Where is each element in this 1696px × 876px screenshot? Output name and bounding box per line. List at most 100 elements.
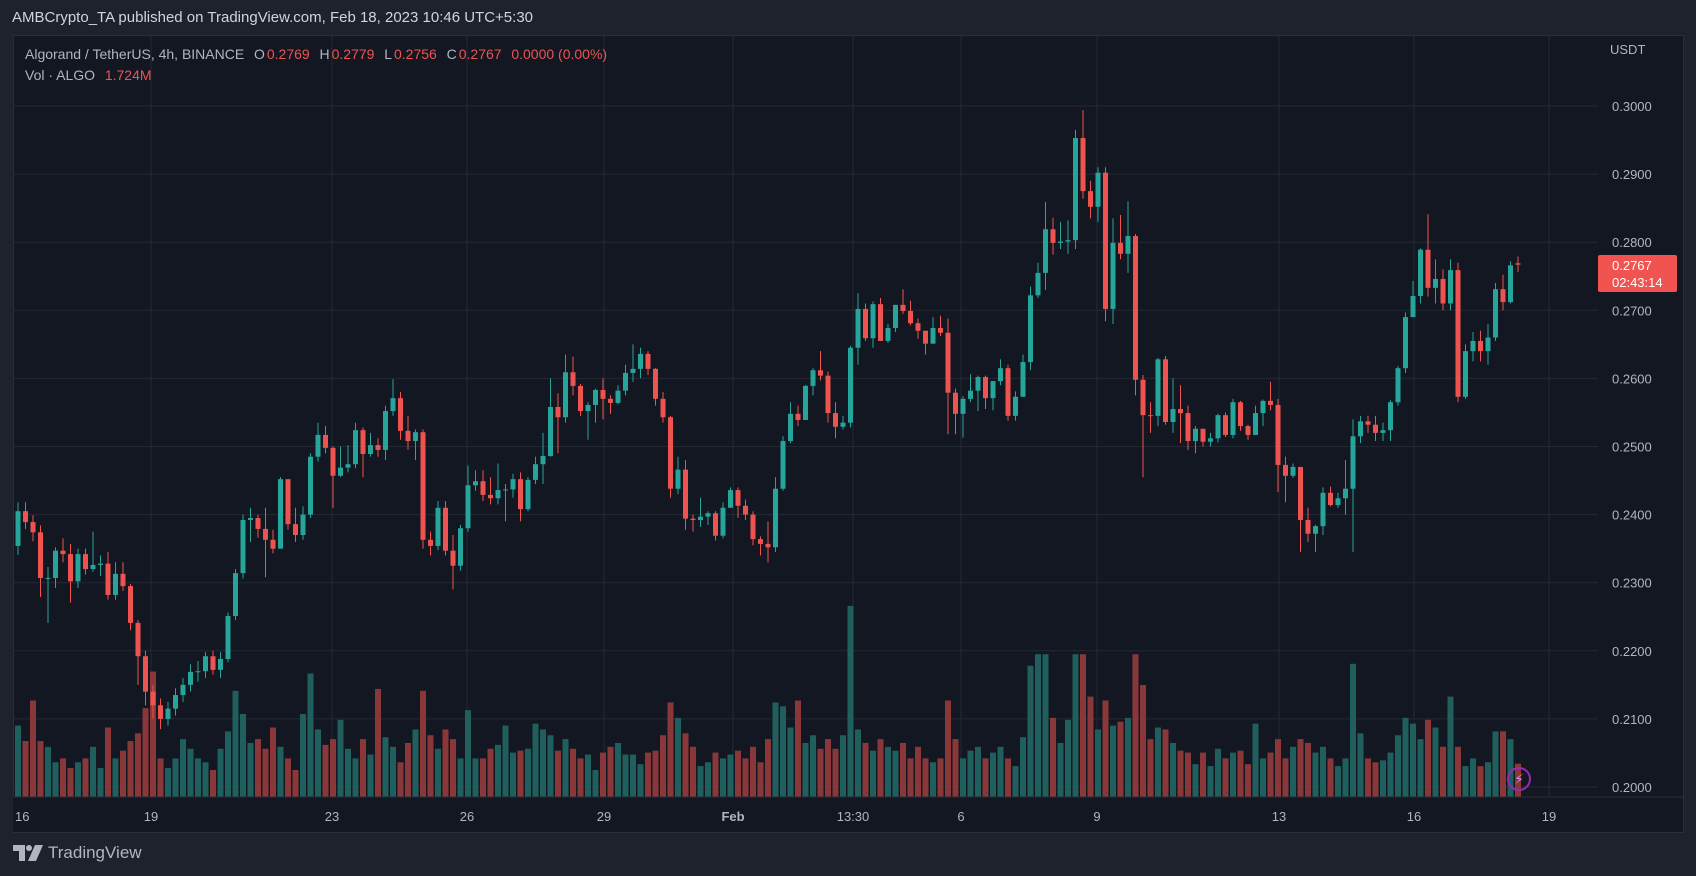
candle-body [173, 695, 178, 709]
candle-body [1388, 402, 1393, 431]
candle-body [1403, 317, 1408, 369]
candle-body [60, 550, 66, 555]
volume-bar [750, 746, 756, 797]
volume-bar [262, 748, 269, 797]
currency-label: USDT [1610, 42, 1646, 57]
candle-body [645, 353, 651, 369]
volume-bar [337, 719, 344, 797]
volume-bar [870, 750, 876, 797]
volume-bar [495, 744, 501, 797]
candle-body [758, 539, 763, 544]
volume-bar [1500, 731, 1506, 797]
candle-body [1125, 236, 1131, 254]
volume-bar [135, 733, 141, 797]
volume-bar [1005, 758, 1011, 797]
time-tick-label: Feb [721, 809, 744, 824]
volume-bar [1177, 750, 1184, 797]
volume-bar [1305, 742, 1311, 797]
volume-bar [82, 758, 89, 797]
candle-body [345, 464, 351, 468]
volume-bar [525, 748, 531, 797]
volume-label[interactable]: Vol · ALGO [25, 67, 96, 83]
volume-bar [817, 748, 824, 797]
candle-body [353, 430, 358, 465]
price-tick-label: 0.2600 [1612, 371, 1652, 386]
volume-bar [352, 758, 359, 797]
candle-body [773, 488, 778, 548]
candle-body [945, 332, 951, 393]
volume-bar [997, 746, 1004, 797]
candle-body [1485, 337, 1491, 352]
volume-bar [202, 762, 209, 797]
volume-bar [180, 739, 186, 797]
volume-bar [645, 752, 651, 797]
candle-body [1245, 426, 1251, 435]
candle-body [420, 432, 426, 540]
candle-body [540, 456, 546, 465]
symbol-label[interactable]: Algorand / TetherUS, 4h, BINANCE [25, 46, 245, 62]
volume-bar [285, 758, 291, 797]
volume-bar [562, 739, 569, 797]
volume-bar [532, 723, 539, 797]
candle-body [1493, 289, 1498, 338]
candle-body [458, 528, 463, 566]
volume-bar [127, 741, 134, 797]
price-tick-label: 0.2100 [1612, 712, 1652, 727]
volume-bar [1432, 727, 1439, 797]
low-label: L [384, 46, 392, 62]
volume-bar [937, 758, 944, 797]
volume-bar [1065, 719, 1071, 797]
volume-bar [1125, 717, 1131, 797]
volume-bar [577, 758, 584, 797]
candle-body [705, 513, 711, 517]
volume-bar [1290, 746, 1296, 797]
close-value: 0.2767 [458, 46, 502, 62]
volume-bar [1282, 758, 1289, 797]
volume-bar [705, 762, 711, 797]
candle-body [668, 417, 673, 489]
candle-body [473, 481, 478, 486]
volume-bar [1350, 663, 1356, 797]
candle-body [855, 308, 861, 348]
volume-bar [315, 729, 321, 797]
volume-bar [1485, 762, 1491, 797]
candle-body [525, 479, 531, 510]
candle-body [135, 622, 141, 657]
volume-bar [1470, 758, 1476, 797]
volume-bar [457, 758, 464, 797]
candle-body [510, 479, 516, 490]
volume-bar [345, 748, 351, 797]
candle-body [750, 514, 756, 540]
volume-bar [1132, 654, 1139, 797]
volume-bar [67, 768, 74, 797]
candle-body [255, 518, 261, 529]
volume-bar [427, 735, 434, 797]
candle-body [390, 398, 396, 412]
candle-body [113, 573, 118, 595]
candle-body [98, 563, 103, 565]
volume-bar [862, 742, 869, 797]
candle-body [1110, 242, 1116, 309]
volume-bar [915, 746, 921, 797]
tradingview-logo[interactable]: TradingView [13, 843, 142, 863]
volume-bar [1297, 739, 1304, 797]
lightning-icon[interactable]: ⚡ [1507, 767, 1531, 791]
volume-bar [420, 690, 426, 797]
time-tick-label: 9 [1093, 809, 1100, 824]
volume-bar [630, 754, 636, 797]
volume-bar [105, 727, 111, 797]
volume-bar [1402, 717, 1409, 797]
candle-body [1238, 402, 1243, 427]
volume-bar [622, 754, 629, 797]
candle-body [1103, 172, 1108, 309]
candlestick-chart[interactable]: 0.3000 0.2900 0.2800 0.2700 0.2600 0.2500 0.24… [13, 35, 1684, 833]
candle-body [30, 522, 36, 533]
candle-body [105, 563, 111, 595]
grid [13, 35, 1598, 797]
time-axis: 16 19 23 26 29 Feb 13:30 6 9 13 16 19 [13, 796, 1683, 832]
candle-body [885, 328, 891, 341]
candle-body [840, 422, 846, 427]
candle-body [765, 543, 771, 548]
volume-bar [990, 752, 996, 797]
candle-body [300, 514, 306, 536]
